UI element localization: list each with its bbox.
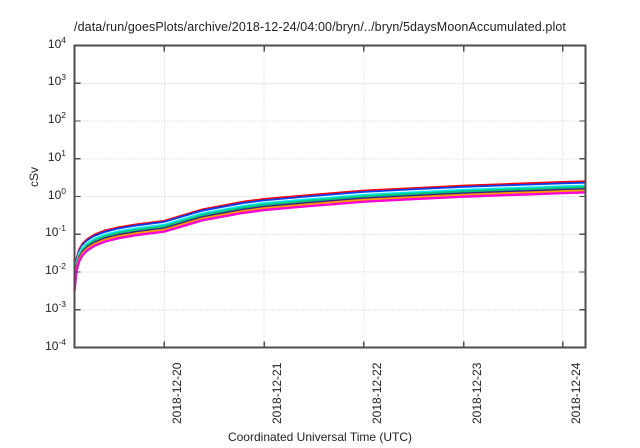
x-tick-label: 2018-12-22 bbox=[369, 362, 384, 424]
x-axis-label: Coordinated Universal Time (UTC) bbox=[227, 430, 413, 444]
y-axis-label: cSv bbox=[27, 167, 41, 188]
series-line bbox=[73, 189, 587, 291]
x-tick-label: 2018-12-23 bbox=[469, 362, 484, 424]
y-tick-label: 104 bbox=[47, 34, 66, 51]
y-tick-label: 10-4 bbox=[45, 336, 66, 353]
y-tick-label: 101 bbox=[47, 147, 66, 164]
x-tick-label: 2018-12-20 bbox=[170, 362, 185, 424]
series-line bbox=[73, 186, 587, 288]
y-tick-label: 10-1 bbox=[45, 223, 66, 240]
series-line bbox=[73, 191, 587, 293]
y-tick-label: 10-2 bbox=[45, 261, 66, 277]
y-tick-label: 103 bbox=[47, 72, 66, 89]
series-line bbox=[73, 181, 587, 283]
y-tick-label: 100 bbox=[47, 185, 66, 202]
page-title: /data/run/goesPlots/archive/2018-12-24/0… bbox=[74, 20, 566, 34]
data-series-layer bbox=[73, 180, 587, 293]
y-tick-label: 102 bbox=[47, 110, 66, 126]
x-tick-label: 2018-12-21 bbox=[270, 362, 285, 424]
x-tick-label: 2018-12-24 bbox=[568, 362, 583, 424]
axis-tick-marks bbox=[74, 44, 586, 349]
y-tick-label: 10-3 bbox=[45, 298, 66, 315]
